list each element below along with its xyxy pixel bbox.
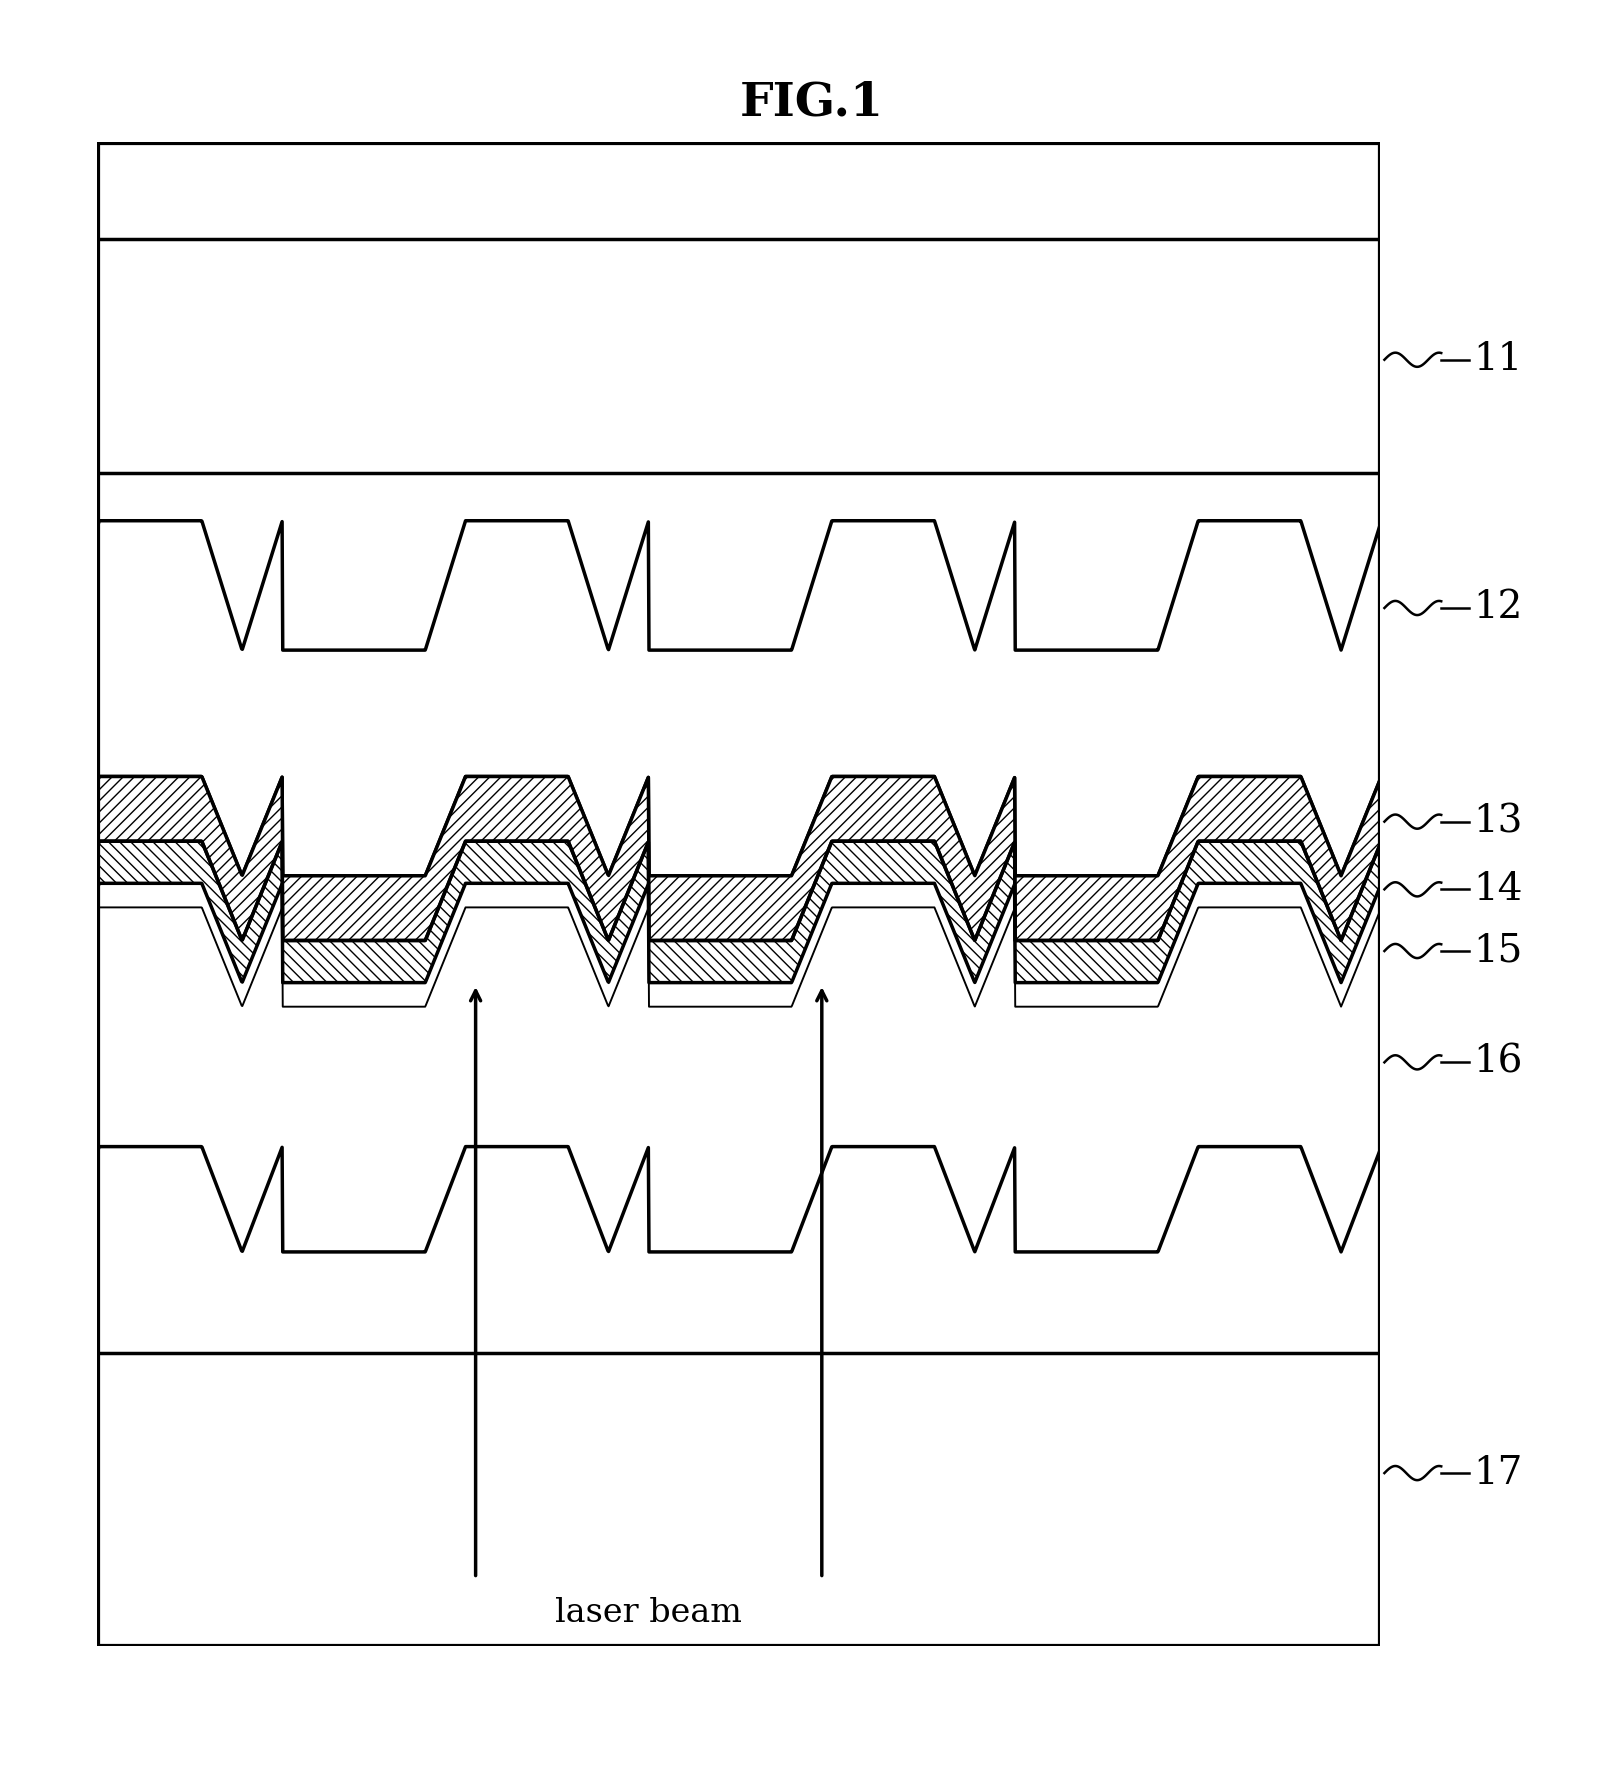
Text: 13: 13 [1474, 804, 1522, 841]
Polygon shape [97, 777, 1380, 940]
Text: 12: 12 [1474, 589, 1522, 627]
Text: 16: 16 [1474, 1044, 1522, 1081]
Polygon shape [97, 841, 1380, 982]
Text: 15: 15 [1474, 933, 1522, 970]
Text: 11: 11 [1474, 342, 1522, 379]
Text: 14: 14 [1474, 871, 1522, 908]
Text: laser beam: laser beam [555, 1597, 742, 1628]
Text: 17: 17 [1474, 1455, 1522, 1492]
Text: FIG.1: FIG.1 [740, 80, 883, 126]
